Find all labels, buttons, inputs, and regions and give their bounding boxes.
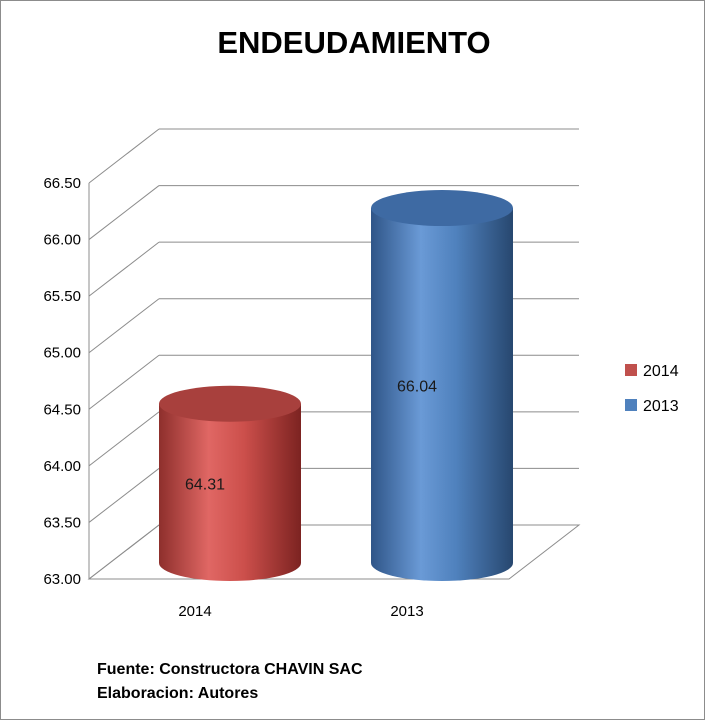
y-tick-label: 66.50 <box>43 175 81 192</box>
legend-label-2013: 2013 <box>643 398 679 415</box>
y-axis-ticks: 63.00 63.50 64.00 64.50 65.00 65.50 66.00 66.50 <box>43 175 81 588</box>
data-label-2014: 64.31 <box>185 476 225 493</box>
x-axis-labels: 2014 2013 <box>178 603 423 620</box>
source-note-line1: Fuente: Constructora CHAVIN SAC <box>97 661 363 678</box>
y-tick-label: 64.50 <box>43 401 81 418</box>
y-tick-label: 63.50 <box>43 514 81 531</box>
gridline-side <box>88 468 160 523</box>
gridline-side <box>88 128 160 184</box>
y-tick-label: 65.50 <box>43 288 81 305</box>
x-label-2013: 2013 <box>390 603 423 620</box>
bar-top-2013 <box>371 190 513 227</box>
y-tick-label: 65.00 <box>43 345 81 362</box>
legend-label-2014: 2014 <box>643 363 679 380</box>
y-tick-label: 63.00 <box>43 571 81 588</box>
bar-2013 <box>371 208 513 581</box>
data-labels: 64.31 66.04 <box>185 379 437 494</box>
legend: 2014 2013 <box>625 363 679 415</box>
bar-2014 <box>159 403 301 581</box>
bar-top-2014 <box>159 385 301 422</box>
gridline-side <box>88 411 160 467</box>
legend-swatch-2014 <box>625 364 637 376</box>
gridline-side <box>88 241 160 297</box>
data-label-2013: 66.04 <box>397 379 437 396</box>
gridline-side <box>88 185 160 240</box>
gridline-side <box>88 354 160 410</box>
legend-swatch-2013 <box>625 399 637 411</box>
gridline-side <box>88 524 160 580</box>
source-note-line2: Elaboracion: Autores <box>97 685 258 702</box>
y-tick-label: 66.00 <box>43 232 81 249</box>
x-label-2014: 2014 <box>178 603 211 620</box>
y-tick-label: 64.00 <box>43 458 81 475</box>
bars <box>159 190 513 581</box>
gridline-side <box>88 298 160 354</box>
chart-title: ENDEUDAMIENTO <box>217 25 490 60</box>
